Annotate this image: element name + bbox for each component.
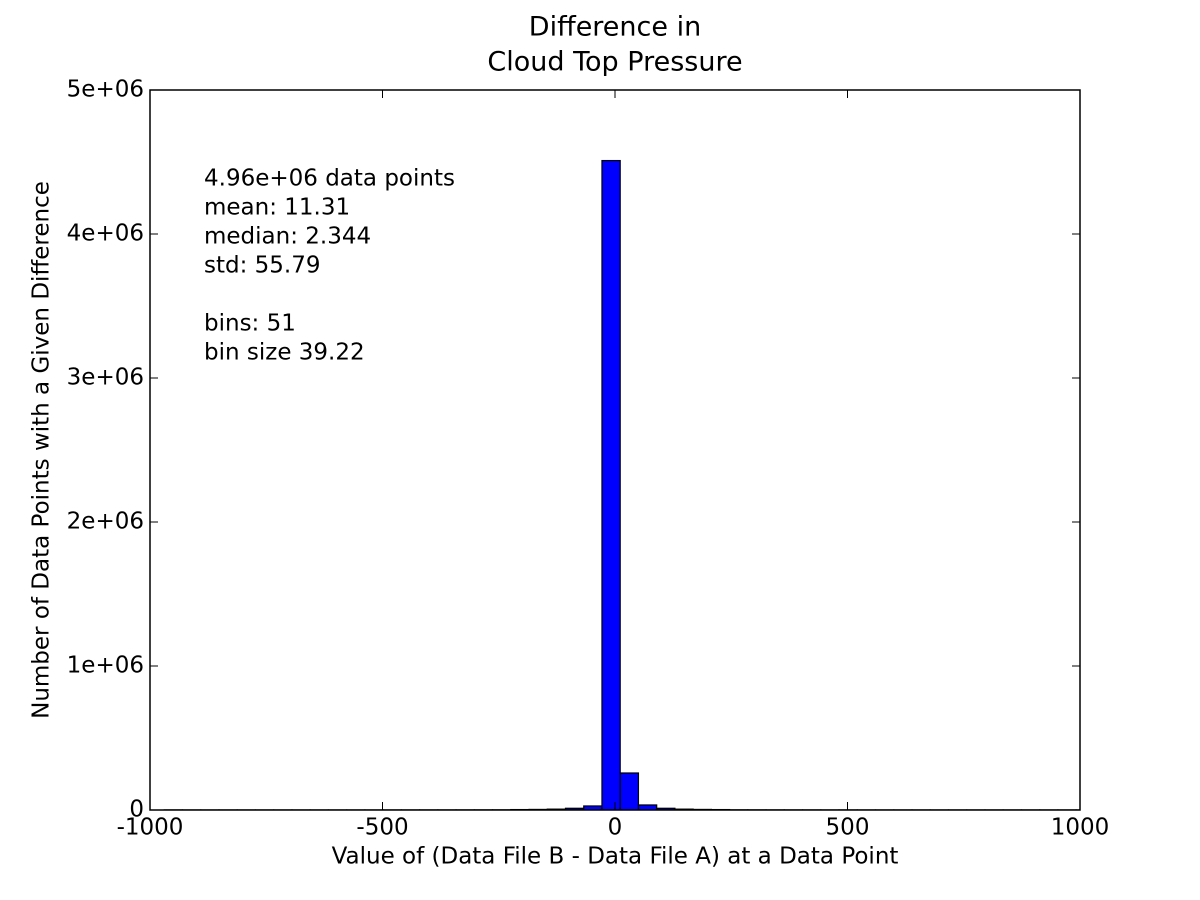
chart-title: Difference in — [529, 12, 701, 43]
stats-annotation: bins: 51 — [204, 311, 296, 337]
bar — [637, 804, 658, 810]
stats-annotation: std: 55.79 — [204, 253, 321, 279]
y-tick-label: 3e+06 — [67, 365, 144, 391]
x-tick-label: 1000 — [1051, 815, 1110, 841]
x-tick-label: 0 — [608, 815, 623, 841]
y-tick-label: 5e+06 — [67, 77, 144, 103]
y-tick-label: 4e+06 — [67, 221, 144, 247]
x-tick-label: 500 — [826, 815, 870, 841]
y-axis-label: Number of Data Points with a Given Diffe… — [29, 181, 55, 719]
y-tick-label: 0 — [129, 797, 144, 823]
x-axis-label: Value of (Data File B - Data File A) at … — [332, 844, 899, 870]
stats-annotation: bin size 39.22 — [204, 340, 365, 366]
chart-title: Cloud Top Pressure — [487, 47, 742, 78]
x-tick-label: -500 — [356, 815, 408, 841]
stats-annotation: mean: 11.31 — [204, 195, 350, 221]
stats-annotation: median: 2.344 — [204, 224, 371, 250]
y-tick-label: 2e+06 — [67, 509, 144, 535]
bar — [601, 159, 621, 810]
stats-annotation: 4.96e+06 data points — [204, 166, 455, 192]
y-tick-label: 1e+06 — [67, 653, 144, 679]
x-tick-label: -1000 — [117, 815, 184, 841]
bar — [619, 772, 640, 810]
